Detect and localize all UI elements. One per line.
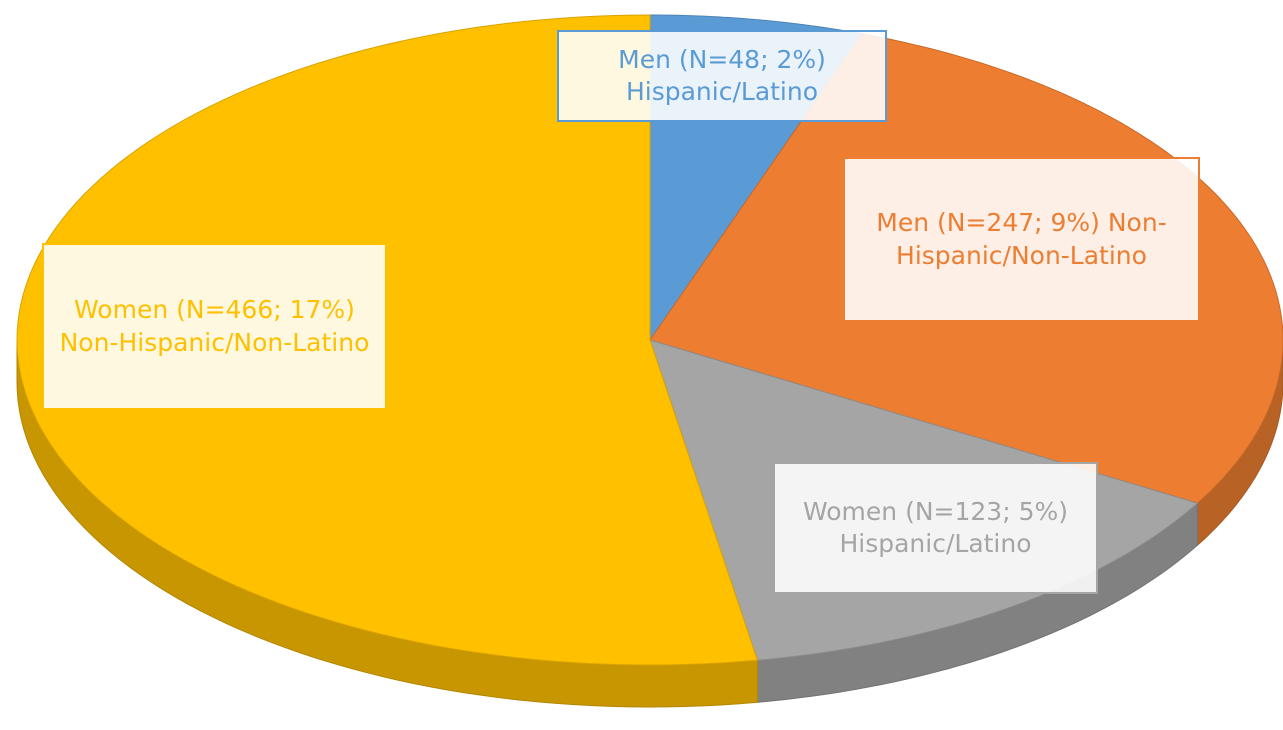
data-label: Women (N=123; 5%) Hispanic/Latino (773, 462, 1098, 594)
data-label: Men (N=48; 2%) Hispanic/Latino (557, 30, 887, 122)
data-label: Men (N=247; 9%) Non-Hispanic/Non-Latino (843, 157, 1200, 322)
pie-slice (16, 14, 759, 666)
data-label: Women (N=466; 17%) Non-Hispanic/Non-Lati… (42, 243, 387, 410)
